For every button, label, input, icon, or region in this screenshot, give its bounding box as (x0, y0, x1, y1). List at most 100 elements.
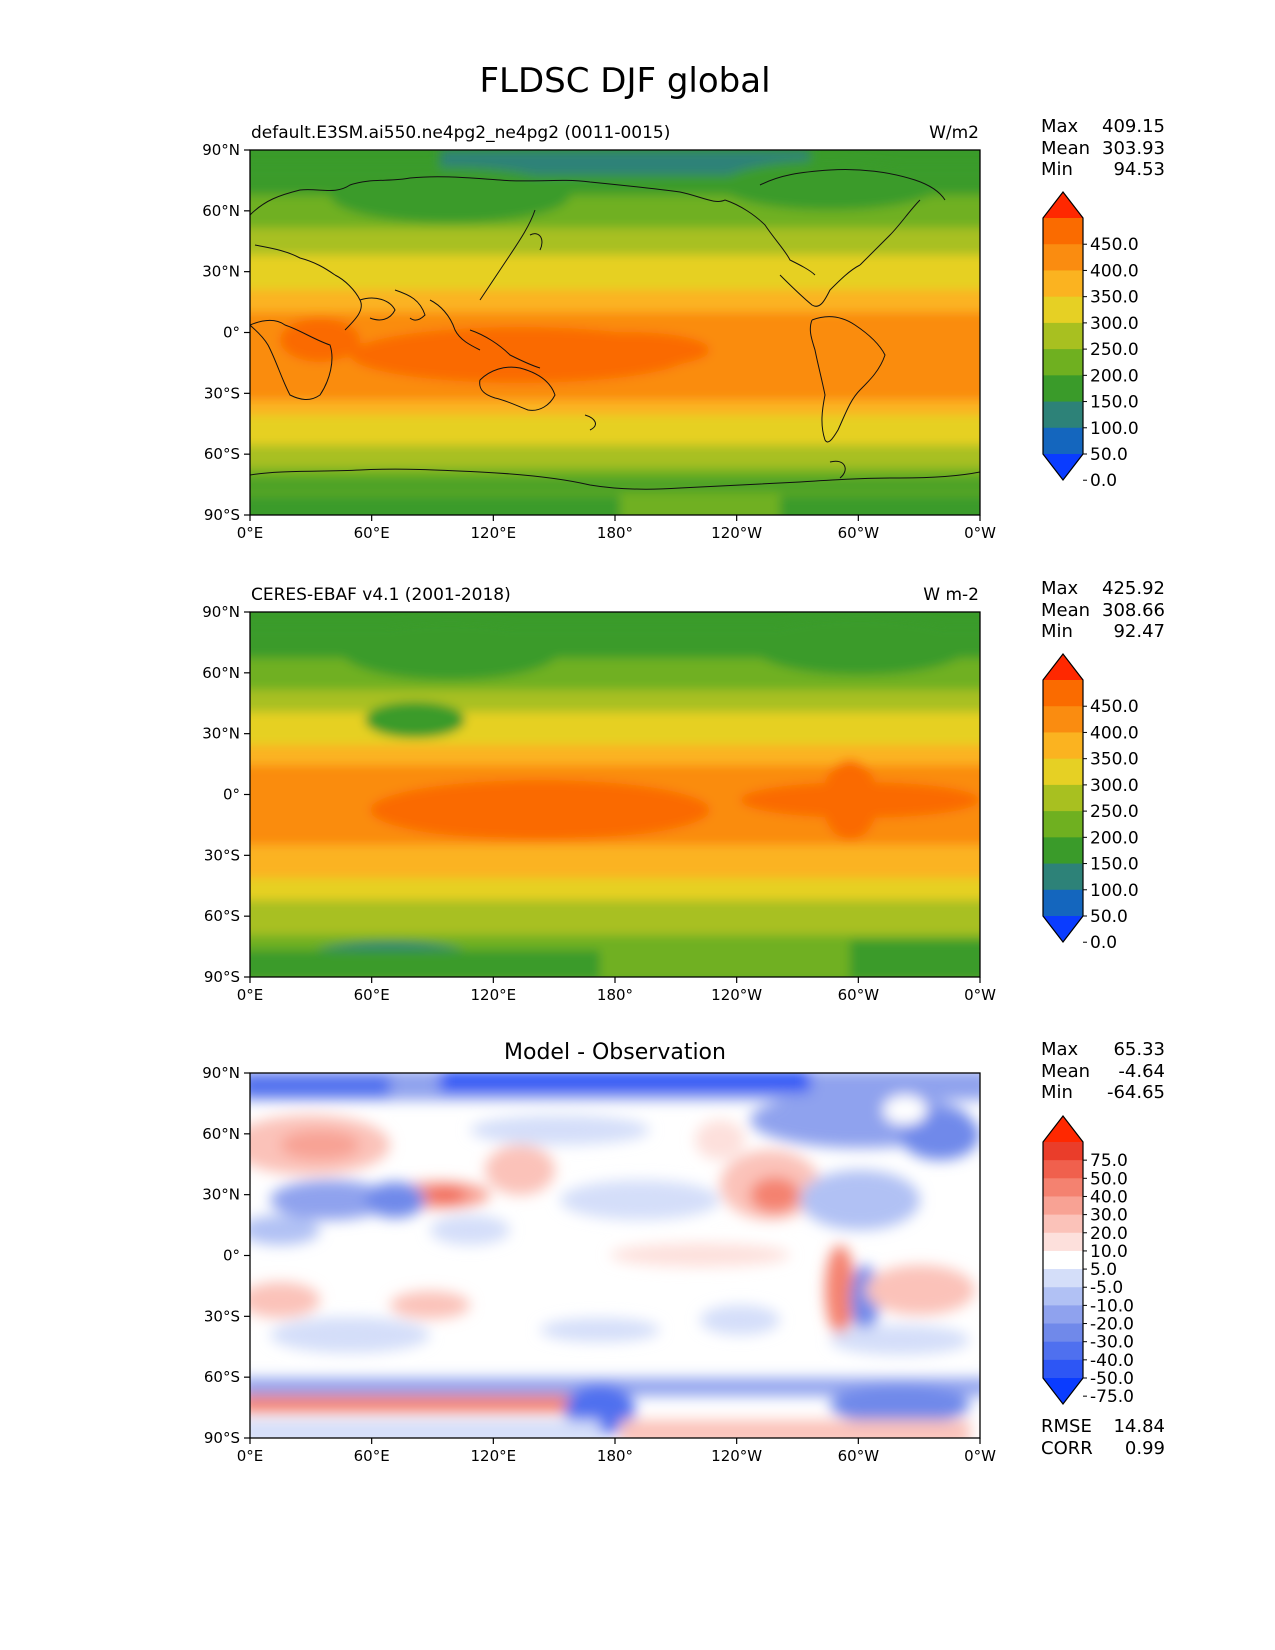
colorbar-label: -5.0 (1090, 1278, 1123, 1298)
stats-box: Max Mean Min 425.92 308.66 92.47 (1041, 578, 1165, 642)
colorbar-extend-min (1043, 1378, 1083, 1404)
lon-tick-label: 180° (597, 1447, 633, 1465)
colorbar-label: 20.0 (1090, 1224, 1128, 1244)
colorbar-segment (1043, 889, 1083, 917)
lat-tick-label: 30°S (204, 846, 240, 864)
stats-box: Max Mean Min 409.15 303.93 94.53 (1041, 116, 1165, 180)
colorbar-label: 150.0 (1090, 393, 1139, 413)
colorbar-label: 30.0 (1090, 1206, 1128, 1226)
colorbar-segment (1043, 1178, 1083, 1197)
colorbar-segment (1043, 758, 1083, 786)
colorbar-segment (1043, 1160, 1083, 1179)
colorbar-label: 200.0 (1090, 366, 1139, 386)
stat-min-value: -64.65 (1107, 1082, 1165, 1103)
colorbar-segment (1043, 349, 1083, 376)
panel-center-title: Model - Observation (504, 1040, 726, 1065)
colorbar-label: 100.0 (1090, 419, 1139, 439)
map-field (250, 612, 980, 977)
colorbar-extend-max (1043, 1116, 1083, 1142)
colorbar: 450.0 400.0 350.0 300.0 250.0 200.0 150.0 100.0… (1042, 653, 1139, 953)
panel-observation: CERES-EBAF v4.1 (2001-2018) W m-2 (202, 578, 1165, 1004)
lat-tick-label: 90°N (202, 141, 240, 159)
lon-tick-label: 0°E (237, 1447, 264, 1465)
lat-tick-label: 60°N (202, 202, 240, 220)
colorbar-label: 300.0 (1090, 776, 1139, 796)
lon-tick-label: 120°W (711, 986, 762, 1004)
lat-tick-label: 0° (223, 786, 240, 804)
lon-tick-label: 0°E (237, 524, 264, 542)
panel-difference: Model - Observation (202, 1039, 1165, 1465)
lat-tick-label: 30°S (204, 384, 240, 402)
colorbar-segment (1043, 732, 1083, 760)
colorbar-label: 250.0 (1090, 802, 1139, 822)
colorbar-label: -30.0 (1090, 1333, 1134, 1353)
lat-tick-label: 30°N (202, 1186, 240, 1204)
lat-ticks: 90°N 60°N 30°N 0° 30°S 60°S 90°S (202, 1064, 250, 1447)
lat-tick-label: 30°N (202, 263, 240, 281)
lat-tick-label: 0° (223, 1247, 240, 1265)
lon-tick-label: 60°E (354, 986, 390, 1004)
lat-tick-label: 30°S (204, 1307, 240, 1325)
colorbar-segment (1043, 1305, 1083, 1325)
colorbar-segment (1043, 1323, 1083, 1343)
metric-rmse-label: RMSE (1041, 1416, 1092, 1437)
lon-tick-label: 120°W (711, 524, 762, 542)
panel-left-title: CERES-EBAF v4.1 (2001-2018) (251, 585, 511, 605)
lon-ticks: 0°E 60°E 120°E 180° 120°W 60°W 0°W (237, 977, 996, 1004)
lat-tick-label: 90°N (202, 603, 240, 621)
colorbar-segment (1043, 218, 1083, 245)
colorbar-label: 300.0 (1090, 314, 1139, 334)
lon-tick-label: 60°E (354, 1447, 390, 1465)
stat-mean-value: 303.93 (1102, 138, 1165, 159)
lat-ticks: 90°N 60°N 30°N 0° 30°S 60°S 90°S (202, 603, 250, 986)
lon-tick-label: 0°W (964, 1447, 996, 1465)
stat-mean-label: Mean (1041, 600, 1090, 621)
colorbar-label: 350.0 (1090, 750, 1139, 770)
stat-max-value: 409.15 (1102, 116, 1165, 137)
colorbar-label: -20.0 (1090, 1315, 1134, 1335)
stat-max-value: 425.92 (1102, 578, 1165, 599)
colorbar-label: 200.0 (1090, 828, 1139, 848)
stat-mean-label: Mean (1041, 1061, 1090, 1082)
colorbar-label: -10.0 (1090, 1296, 1134, 1316)
colorbar-segment (1043, 244, 1083, 271)
colorbar-segment (1043, 1269, 1083, 1288)
colorbar-label: 450.0 (1090, 697, 1139, 717)
lat-tick-label: 60°S (204, 907, 240, 925)
colorbar-segment (1043, 784, 1083, 812)
colorbar-label: 75.0 (1090, 1151, 1128, 1171)
colorbar-segment (1043, 680, 1083, 707)
colorbar-label: 0.0 (1090, 933, 1117, 953)
lat-tick-label: 60°S (204, 1368, 240, 1386)
colorbar: 75.050.040.030.020.010.05.0-5.0-10.0-20.… (1042, 1115, 1134, 1407)
colorbar-label: 50.0 (1090, 1169, 1128, 1189)
colorbar-label: 250.0 (1090, 340, 1139, 360)
lat-tick-label: 0° (223, 324, 240, 342)
colorbar-label: 350.0 (1090, 288, 1139, 308)
colorbar-label: 40.0 (1090, 1187, 1128, 1207)
lon-ticks: 0°E 60°E 120°E 180° 120°W 60°W 0°W (237, 1438, 996, 1465)
colorbar-segment (1043, 322, 1083, 350)
colorbar-label: -50.0 (1090, 1369, 1134, 1389)
colorbar-label: -40.0 (1090, 1351, 1134, 1371)
lon-tick-label: 180° (597, 524, 633, 542)
colorbar-segment (1043, 1359, 1083, 1379)
metric-corr-label: CORR (1041, 1438, 1093, 1459)
stat-mean-value: -4.64 (1118, 1061, 1165, 1082)
stat-max-label: Max (1041, 1039, 1079, 1060)
panel-units: W/m2 (929, 123, 979, 143)
colorbar-segment (1043, 1287, 1083, 1306)
colorbar-label: 400.0 (1090, 723, 1139, 743)
lon-tick-label: 0°W (964, 524, 996, 542)
colorbar-segment (1043, 1214, 1083, 1234)
lon-tick-label: 60°W (838, 524, 880, 542)
colorbar-segment (1043, 270, 1083, 298)
lon-ticks: 0°E 60°E 120°E 180° 120°W 60°W 0°W (237, 515, 996, 542)
colorbar-segment (1043, 811, 1083, 838)
lon-tick-label: 0°W (964, 986, 996, 1004)
lat-tick-label: 60°N (202, 664, 240, 682)
lon-tick-label: 60°W (838, 986, 880, 1004)
colorbar-label: 50.0 (1090, 445, 1128, 465)
colorbar-segment (1043, 1232, 1083, 1252)
